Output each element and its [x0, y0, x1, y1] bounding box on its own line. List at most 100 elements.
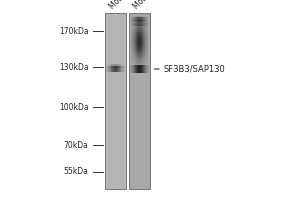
Bar [140, 49, 141, 50]
Bar [141, 61, 142, 62]
Bar [136, 32, 137, 33]
Bar [132, 45, 133, 46]
Bar [143, 58, 144, 59]
Bar [137, 27, 138, 28]
Bar [147, 54, 148, 55]
Text: Mouse lung: Mouse lung [132, 0, 169, 11]
Bar [147, 60, 148, 61]
Bar [145, 31, 146, 32]
Bar [132, 52, 133, 53]
Bar [138, 28, 139, 29]
Bar [140, 28, 141, 29]
Bar [145, 18, 146, 19]
Bar [137, 24, 138, 25]
Bar [145, 45, 146, 46]
Bar [137, 20, 138, 21]
Bar [140, 40, 141, 41]
Bar [140, 22, 141, 23]
Bar [147, 56, 148, 57]
Bar [139, 31, 140, 32]
Bar [130, 58, 131, 59]
Bar [147, 45, 148, 46]
Bar [145, 47, 146, 48]
Bar [144, 45, 145, 46]
Bar [144, 43, 145, 44]
Bar [143, 53, 144, 54]
Bar [139, 63, 140, 64]
Bar [140, 61, 141, 62]
Bar [141, 40, 142, 41]
Bar [136, 50, 137, 51]
Bar [133, 55, 134, 56]
Bar [145, 17, 146, 18]
Bar [145, 51, 146, 52]
Bar [138, 59, 139, 60]
Bar [136, 52, 137, 53]
Bar [137, 50, 138, 51]
Bar [142, 49, 143, 50]
Bar [144, 56, 145, 57]
Bar [138, 23, 139, 24]
Bar [133, 48, 134, 49]
Bar [142, 56, 143, 57]
Bar [143, 39, 144, 40]
Bar [131, 53, 132, 54]
Bar [140, 39, 141, 40]
Bar [143, 43, 144, 44]
Bar [136, 16, 137, 17]
Bar [138, 35, 139, 36]
Bar [135, 55, 136, 56]
Bar [146, 51, 147, 52]
Bar [141, 58, 142, 59]
Bar [135, 16, 136, 17]
Bar [136, 21, 137, 22]
Bar [138, 58, 139, 59]
Bar [143, 30, 144, 31]
Bar [143, 31, 144, 32]
Bar [143, 33, 144, 34]
Bar [138, 34, 139, 35]
Bar [135, 60, 136, 61]
Bar [134, 23, 135, 24]
Bar [133, 29, 134, 30]
Bar [131, 56, 132, 57]
Bar [137, 28, 138, 29]
Bar [134, 52, 135, 53]
Bar [144, 61, 145, 62]
Bar [147, 48, 148, 49]
Bar [146, 59, 147, 60]
Bar [145, 19, 146, 20]
Bar [139, 21, 140, 22]
Bar [130, 61, 131, 62]
Bar [132, 25, 133, 26]
Bar [132, 57, 133, 58]
Bar [134, 65, 135, 66]
Bar [130, 37, 131, 38]
Bar [136, 54, 137, 55]
Bar [130, 33, 131, 34]
Bar [133, 51, 134, 52]
Bar [142, 17, 143, 18]
Bar [140, 65, 141, 66]
Bar [131, 51, 132, 52]
Bar [136, 46, 137, 47]
Bar [145, 56, 146, 57]
Bar [136, 19, 137, 20]
Bar [138, 40, 139, 41]
Bar [142, 23, 143, 24]
Bar [142, 40, 143, 41]
Bar [130, 27, 131, 28]
Bar [146, 21, 147, 22]
Bar [147, 42, 148, 43]
Bar [131, 33, 132, 34]
Bar [135, 45, 136, 46]
Bar [136, 44, 137, 45]
Bar [136, 29, 137, 30]
Bar [142, 35, 143, 36]
Bar [142, 38, 143, 39]
Bar [134, 34, 135, 35]
Bar [145, 61, 146, 62]
Bar [142, 62, 143, 63]
Bar [144, 25, 145, 26]
Bar [137, 53, 138, 54]
